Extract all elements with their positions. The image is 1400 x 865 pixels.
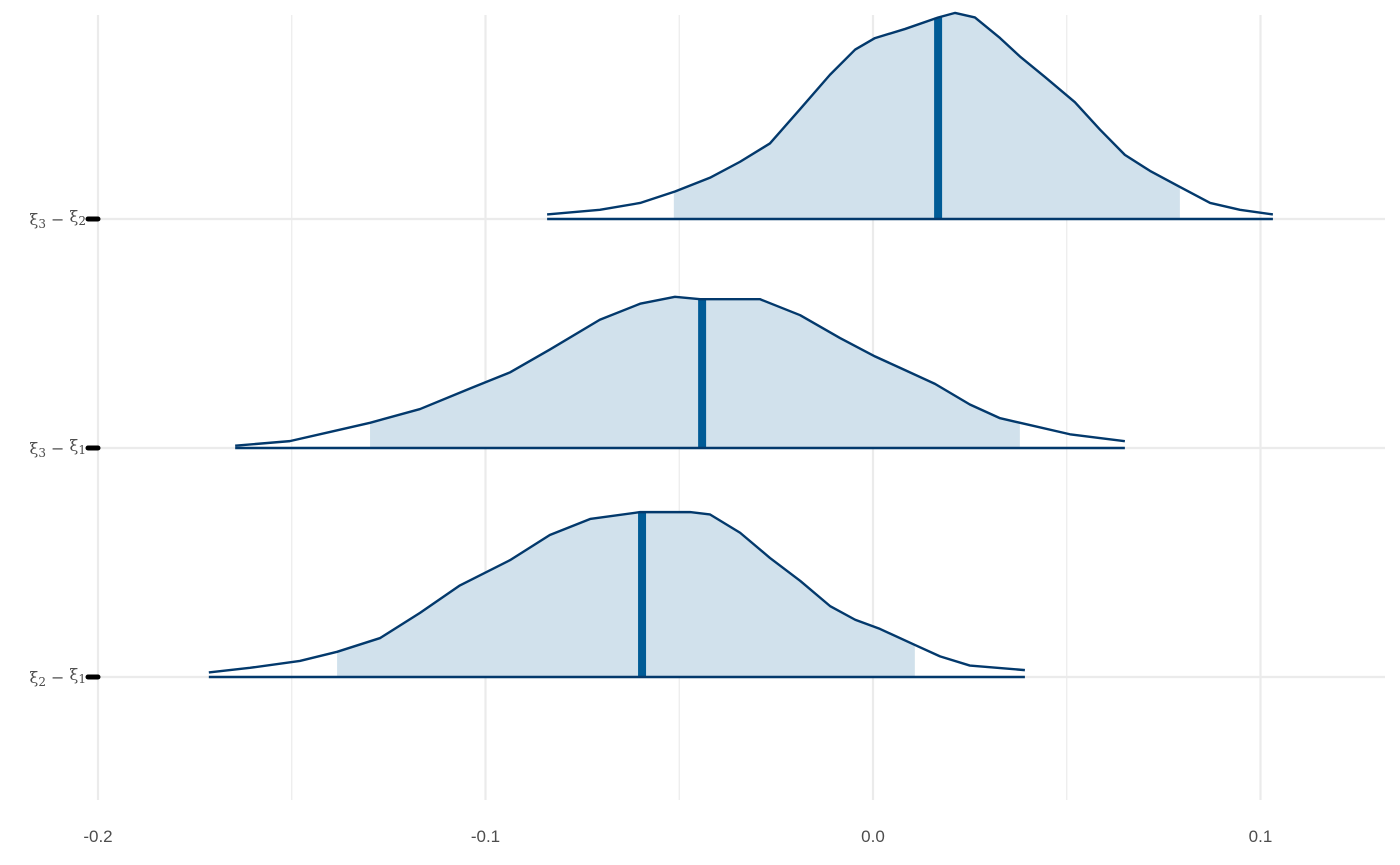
y-tick-label: ξ3 − ξ1: [30, 436, 86, 460]
label-subscript: 2: [78, 214, 86, 228]
density-outline: [208, 510, 1025, 674]
density-outline: [547, 11, 1274, 216]
label-text: ξ: [70, 665, 79, 684]
credible-interval-fill: [370, 296, 1020, 448]
y-tick-label: ξ2 − ξ1: [30, 665, 86, 689]
x-tick-label: 0.0: [861, 827, 885, 846]
credible-interval-fill: [337, 512, 915, 677]
label-subscript: 1: [78, 443, 86, 457]
x-tick-label: -0.1: [471, 827, 500, 846]
label-subscript: 3: [38, 446, 46, 460]
x-axis: -0.2 -0.1 0.0 0.1: [83, 827, 1272, 846]
density-series-2: [235, 295, 1126, 450]
label-text: ξ: [70, 207, 79, 226]
density-outline: [235, 295, 1126, 447]
label-text: ξ: [30, 668, 39, 687]
x-tick-label: -0.2: [83, 827, 112, 846]
credible-interval-fill: [673, 12, 1180, 220]
label-text: ξ: [30, 439, 39, 458]
x-tick-label: 0.1: [1249, 827, 1273, 846]
density-series-1: [547, 11, 1274, 221]
label-subscript: 1: [78, 672, 86, 686]
label-text: −: [46, 668, 70, 687]
label-subscript: 3: [38, 217, 46, 231]
y-tick-label: ξ3 − ξ2: [30, 207, 86, 231]
label-subscript: 2: [38, 675, 46, 689]
label-text: −: [46, 439, 70, 458]
label-text: −: [46, 210, 70, 229]
label-text: ξ: [30, 210, 39, 229]
density-areas: [208, 11, 1274, 679]
label-text: ξ: [70, 436, 79, 455]
density-series-3: [208, 510, 1025, 679]
